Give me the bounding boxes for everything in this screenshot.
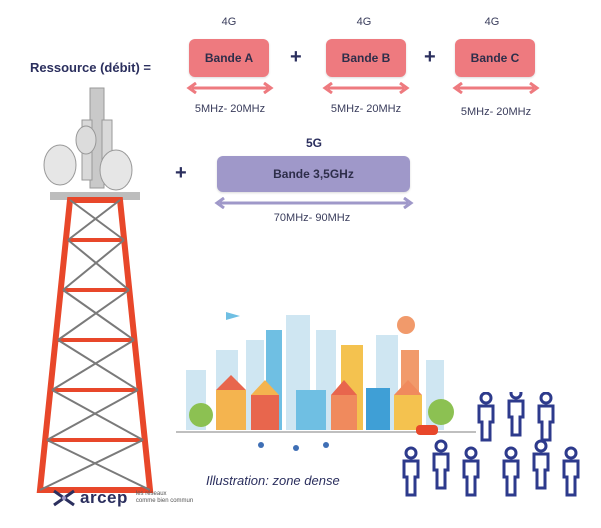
band-c: Bande C <box>455 39 535 77</box>
resource-label: Ressource (débit) = <box>30 60 152 75</box>
band-b: Bande B <box>326 39 406 77</box>
plus-sign-3: + <box>175 162 187 184</box>
illustration-caption: Illustration: zone dense <box>206 473 340 488</box>
range-label-a: 5MHz- 20MHz <box>194 103 266 115</box>
range-arrow-5g <box>214 197 414 209</box>
crowd-people-icons <box>402 392 580 497</box>
arcep-logo-text: arcep <box>80 488 128 507</box>
arcep-logo-icon <box>53 489 75 507</box>
tech-label-4g-b: 4G <box>356 16 372 28</box>
range-label-c: 5MHz- 20MHz <box>460 106 532 118</box>
arcep-tagline-line1: les réseaux <box>135 491 167 497</box>
range-arrow-b <box>322 82 410 94</box>
arcep-tagline: les réseaux comme bien commun <box>136 491 193 505</box>
arcep-tagline-line2: comme bien commun <box>135 498 194 504</box>
range-arrow-a <box>186 82 274 94</box>
band-5g-label: Bande 3,5GHz <box>273 167 354 181</box>
band-a-label: Bande A <box>204 51 254 65</box>
city-illustration <box>176 312 476 451</box>
plus-sign-2: + <box>424 46 436 68</box>
range-label-5g: 70MHz- 90MHz <box>273 212 351 224</box>
band-a: Bande A <box>189 39 269 77</box>
band-b-label: Bande B <box>341 51 391 65</box>
plus-sign-1: + <box>290 46 302 68</box>
band-5g: Bande 3,5GHz <box>217 156 410 192</box>
arcep-logo: arcep les réseaux comme bien commun <box>52 488 193 508</box>
band-c-label: Bande C <box>470 51 520 65</box>
range-label-b: 5MHz- 20MHz <box>330 103 402 115</box>
tech-label-4g-a: 4G <box>221 16 237 28</box>
tech-label-4g-c: 4G <box>484 16 500 28</box>
range-arrow-c <box>452 82 540 94</box>
tech-label-5g: 5G <box>305 136 322 150</box>
cell-tower-illustration <box>36 87 154 493</box>
